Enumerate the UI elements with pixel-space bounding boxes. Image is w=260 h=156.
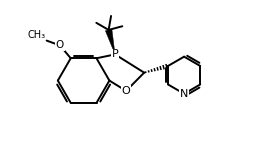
- Text: CH₃: CH₃: [27, 30, 45, 40]
- Text: N: N: [180, 89, 188, 99]
- Text: P: P: [112, 49, 118, 59]
- Polygon shape: [105, 29, 115, 54]
- Text: O: O: [56, 40, 64, 50]
- Text: O: O: [122, 86, 131, 96]
